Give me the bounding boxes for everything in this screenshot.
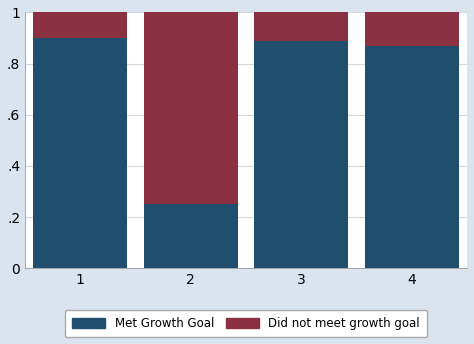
Bar [255, 12, 348, 41]
Legend: Met Growth Goal, Did not meet growth goal: Met Growth Goal, Did not meet growth goa… [65, 310, 427, 337]
Bar [255, 41, 348, 268]
Bar [144, 204, 238, 268]
Bar [144, 12, 238, 204]
Bar [365, 12, 459, 46]
Bar [33, 12, 127, 38]
Bar [33, 38, 127, 268]
Bar [365, 46, 459, 268]
